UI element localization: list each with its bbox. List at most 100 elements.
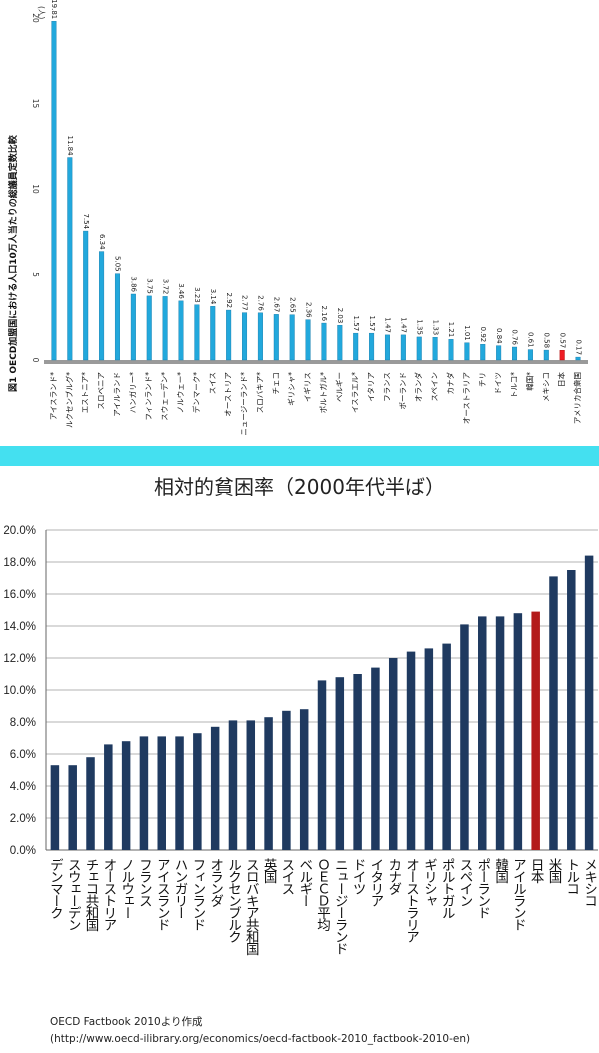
category-label: オランダ	[413, 372, 423, 402]
category-label: トルコ	[563, 858, 579, 895]
bar	[337, 325, 343, 361]
bar-value-label: 19.81	[50, 0, 58, 19]
bar	[478, 616, 487, 850]
bar-value-label: 2.67	[272, 297, 280, 313]
bar-value-label: 11.84	[66, 135, 74, 156]
category-label: イタリア	[367, 858, 383, 908]
category-label: トルコ*	[510, 372, 519, 398]
bar	[228, 720, 238, 850]
category-label: アイルランド	[510, 858, 526, 931]
category-label: 英国	[261, 857, 278, 884]
bar	[353, 332, 359, 361]
bar	[104, 744, 113, 850]
bar-value-label: 1.47	[384, 317, 392, 333]
bar-value-label: 0.58	[542, 332, 550, 348]
bar	[495, 616, 505, 850]
category-label: カナダ	[385, 858, 401, 896]
category-label: 日本	[528, 858, 545, 884]
bar	[384, 334, 390, 361]
category-label: スウェーデン*	[159, 372, 169, 421]
category-label: 米国	[545, 858, 562, 884]
bar	[83, 230, 89, 361]
bar	[584, 555, 594, 850]
bar-value-label: 2.77	[241, 295, 249, 311]
source-note: OECD Factbook 2010より作成 (http://www.oecd-…	[50, 1014, 470, 1048]
bar	[121, 741, 131, 850]
category-label: フランス	[382, 372, 391, 402]
parliament-members-chart: 0 5 10 15 20 19.81 11.84 7.54 6.34 5.05 3.86 3.75 3…	[7, 0, 588, 436]
category-label: ノルウェー	[118, 858, 134, 918]
bar	[567, 570, 576, 850]
bar	[130, 293, 136, 361]
bar	[549, 576, 558, 850]
category-label: ドイツ	[494, 372, 503, 395]
bar-value-label: 0.76	[511, 329, 519, 345]
category-label: スイス	[208, 372, 217, 394]
bar-value-label: 0.57	[558, 333, 566, 349]
y-tick-label: 20.0%	[3, 525, 36, 537]
bar-value-label: 3.23	[193, 287, 201, 303]
bar	[289, 314, 295, 361]
category-label: ドイツ	[350, 858, 366, 895]
category-label: イスラエル*	[351, 372, 360, 413]
bar	[273, 314, 279, 361]
category-label: ハンガリー	[172, 858, 188, 918]
category-label: ルクセンブルグ*	[64, 372, 74, 428]
bar-value-label: 3.14	[209, 289, 217, 305]
category-label: 韓国*	[524, 372, 534, 391]
unit-label: (人)	[37, 6, 46, 19]
bar-value-label: 1.21	[447, 322, 455, 338]
bar	[371, 667, 380, 850]
category-label: アメリカ合衆国	[572, 372, 582, 424]
category-label: 日本	[556, 372, 566, 387]
bar-value-label: 2.76	[257, 295, 265, 311]
y-tick-label: 20	[31, 13, 40, 23]
category-label: ポルトガル	[439, 858, 455, 919]
y-tick-label: 12.0%	[3, 653, 36, 665]
bar	[353, 674, 362, 850]
category-label: デンマーク*	[191, 372, 201, 413]
bar-value-label: 5.05	[114, 256, 122, 272]
bar	[432, 337, 438, 361]
bar	[460, 624, 469, 850]
bar	[543, 349, 549, 361]
bar-value-label: 0.84	[495, 328, 503, 344]
bar-value-label: 3.75	[145, 278, 153, 294]
bar-value-label: 3.72	[161, 279, 169, 295]
y-tick-label: 16.0%	[3, 589, 36, 601]
y-tick-label: 10	[31, 184, 40, 194]
category-label: チェコ	[271, 372, 280, 395]
bar	[369, 332, 375, 361]
category-label: メキシコ	[541, 372, 550, 402]
bar	[68, 765, 77, 850]
y-tick-label: 2.0%	[10, 813, 36, 825]
category-label: アイスランド	[154, 858, 170, 931]
bar	[416, 336, 422, 361]
category-label: ポルトガル*	[318, 372, 328, 413]
category-label: スペイン	[430, 372, 439, 401]
category-label: ベルギー	[296, 858, 313, 906]
bar-value-label: 6.34	[98, 234, 106, 250]
y-tick-label: 18.0%	[3, 557, 36, 569]
category-label: ニュージーランド	[332, 858, 348, 955]
bar	[531, 611, 540, 850]
bar-value-label: 0.17	[574, 339, 582, 355]
category-label: ベルギー	[335, 372, 344, 402]
category-label: ハンガリー*	[127, 372, 137, 413]
poverty-rate-chart: 0.0% 2.0% 4.0% 6.0% 8.0% 10.0% 12.0% 14.0% 16.0%…	[3, 525, 598, 956]
bar	[282, 710, 291, 850]
category-label: メキシコ	[581, 858, 597, 907]
bar	[257, 312, 263, 361]
bar	[559, 350, 565, 361]
category-label: オーストリア	[100, 858, 116, 932]
bar-value-label: 1.33	[431, 320, 439, 336]
bar-value-label: 1.57	[368, 316, 376, 332]
category-label: ギリシャ*	[287, 372, 296, 406]
chart-title: 図1 OECD加盟国における人口10万人当たりの総議員定数比較	[7, 134, 19, 392]
bar-value-label: 2.92	[225, 292, 233, 308]
category-label: オランダ	[207, 858, 223, 908]
section-divider	[0, 446, 599, 466]
category-label: スロバキア共和国	[243, 858, 260, 956]
bar	[513, 613, 523, 850]
bar	[67, 157, 73, 361]
